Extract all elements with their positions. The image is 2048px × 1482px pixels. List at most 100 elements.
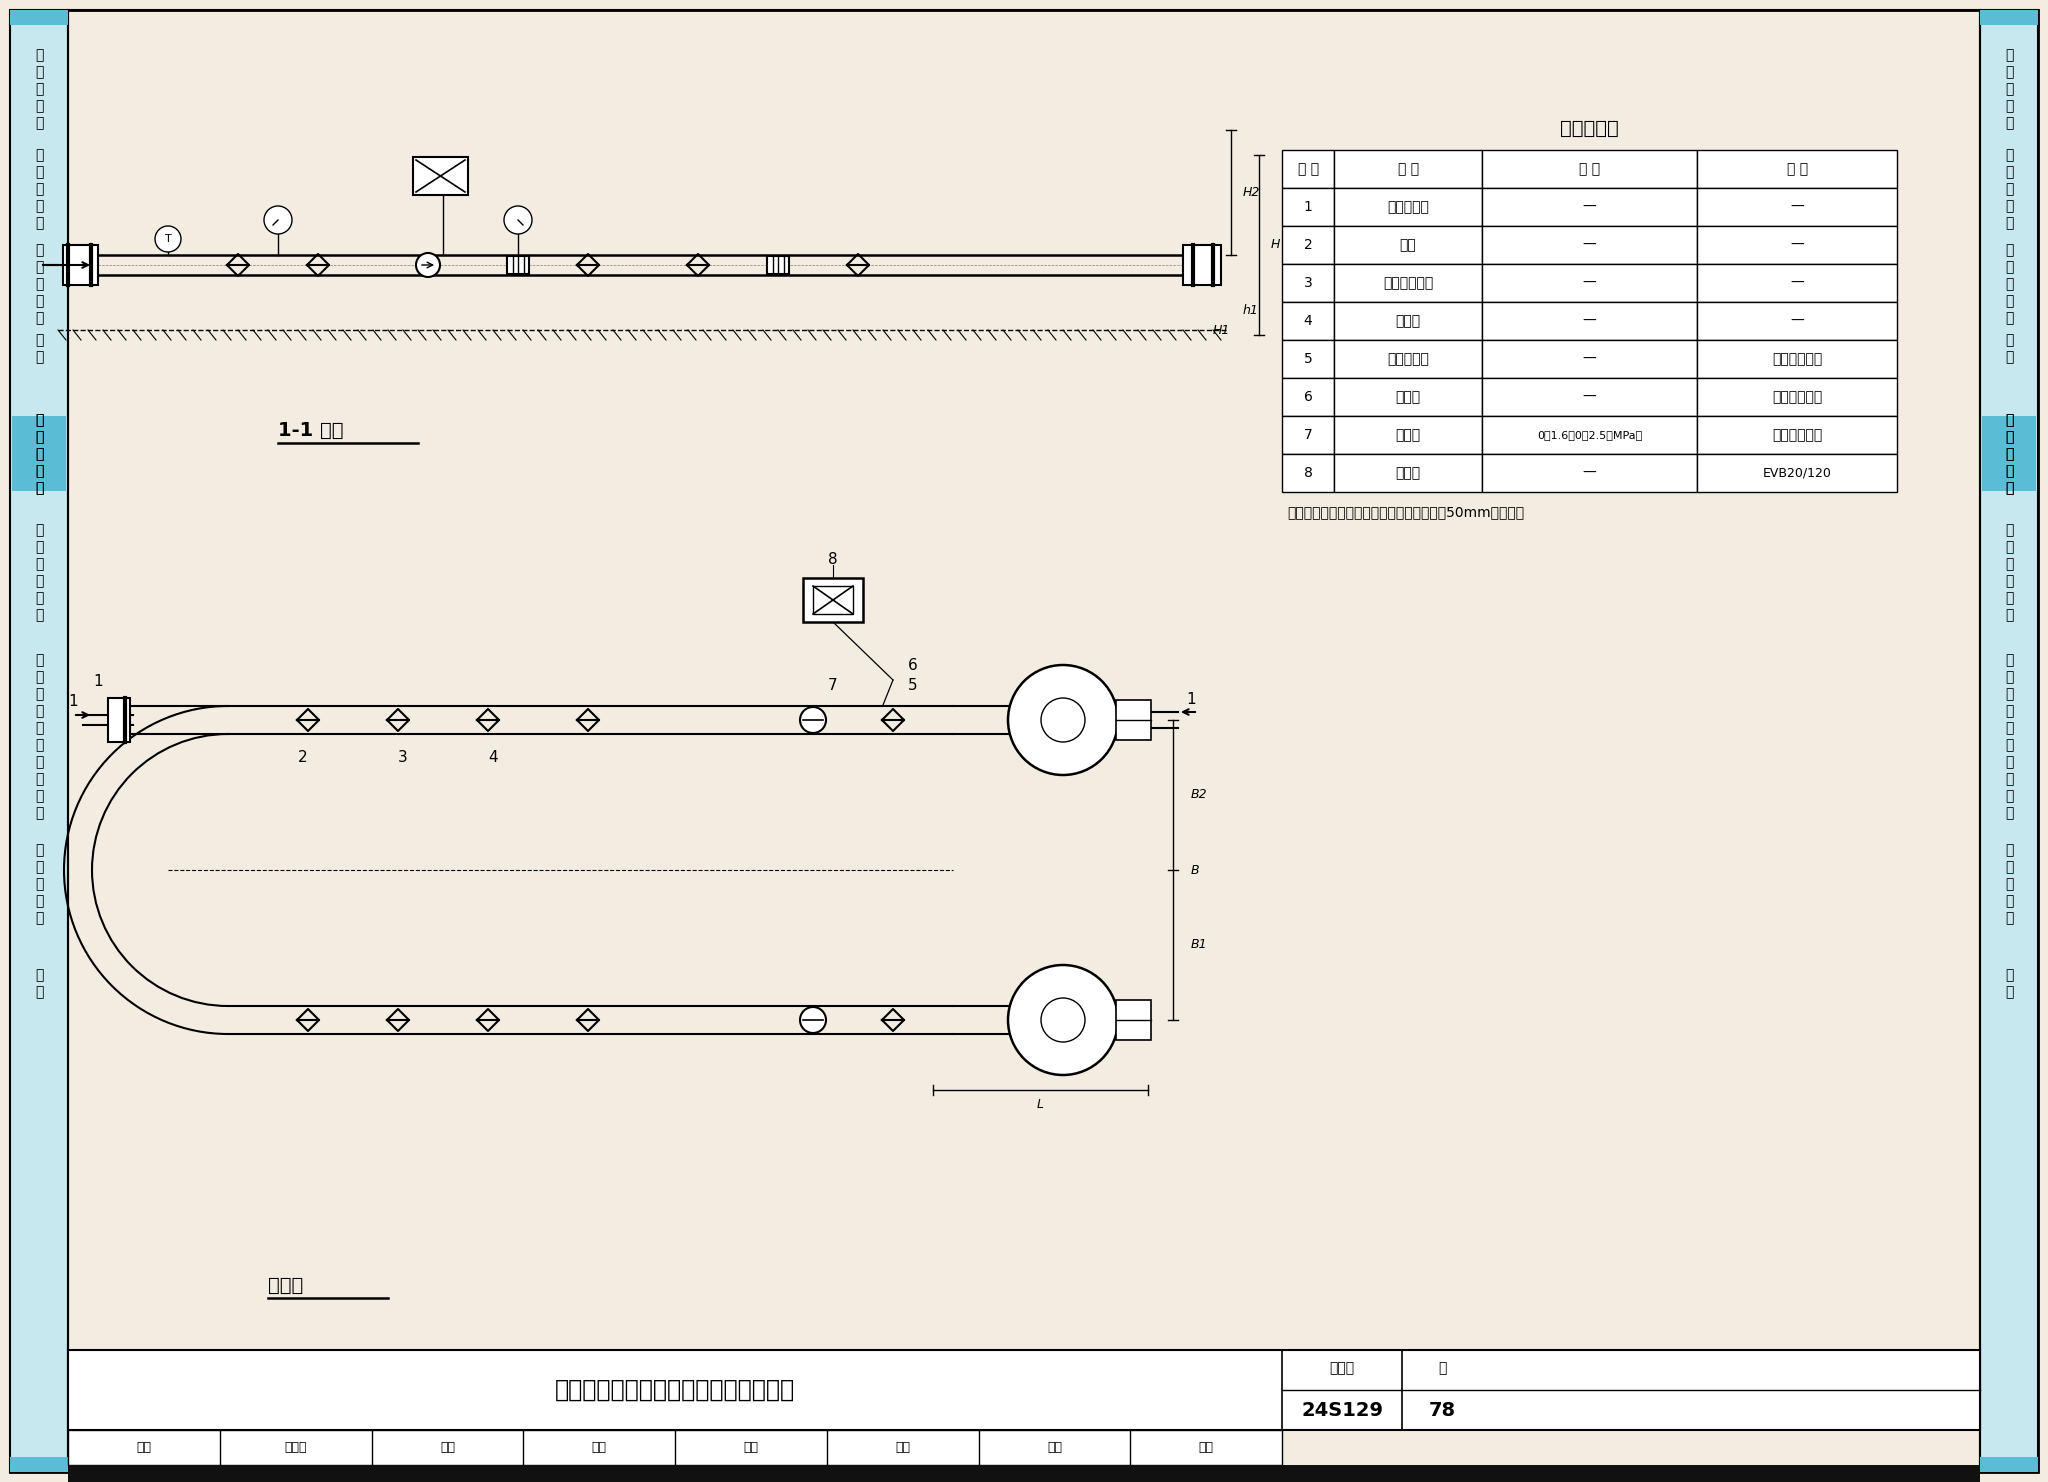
Text: 主审: 主审 <box>743 1441 758 1454</box>
Text: 温: 温 <box>35 148 43 162</box>
Text: B2: B2 <box>1192 788 1208 802</box>
Circle shape <box>801 1006 825 1033</box>
Text: 热: 热 <box>2005 413 2013 427</box>
Bar <box>68 1466 1980 1482</box>
Bar <box>1282 339 1333 378</box>
Bar <box>1698 225 1896 264</box>
Text: 混: 混 <box>35 82 43 96</box>
Text: 温: 温 <box>35 65 43 79</box>
Text: 控制盒: 控制盒 <box>1395 465 1421 480</box>
Text: 8: 8 <box>1305 465 1313 480</box>
Text: 王番: 王番 <box>895 1441 909 1454</box>
Text: 菌: 菌 <box>2005 722 2013 735</box>
Text: 环: 环 <box>2005 464 2013 479</box>
Text: 备 注: 备 注 <box>1786 162 1808 176</box>
Text: 立: 立 <box>2005 968 2013 983</box>
Text: 热: 热 <box>2005 413 2013 427</box>
Text: 循: 循 <box>35 182 43 196</box>
Text: B: B <box>1192 864 1200 876</box>
Text: 热: 热 <box>35 413 43 427</box>
Text: 水: 水 <box>35 430 43 445</box>
Bar <box>10 10 68 1472</box>
Text: 1: 1 <box>68 695 78 710</box>
Text: 合: 合 <box>35 99 43 113</box>
Text: 电: 电 <box>35 574 43 588</box>
Text: 78: 78 <box>1430 1400 1456 1420</box>
Bar <box>1483 302 1698 339</box>
Text: 8: 8 <box>827 553 838 568</box>
Text: 脉: 脉 <box>35 523 43 536</box>
Text: 器: 器 <box>35 608 43 622</box>
Bar <box>68 1430 1282 1466</box>
Text: 胶: 胶 <box>2005 843 2013 857</box>
Text: 3: 3 <box>397 750 408 766</box>
Bar <box>1282 188 1333 225</box>
Text: 泵: 泵 <box>35 482 43 495</box>
Text: 罐: 罐 <box>35 911 43 925</box>
Bar <box>1333 302 1483 339</box>
Text: 水: 水 <box>2005 430 2013 445</box>
Text: 电: 电 <box>2005 574 2013 588</box>
Text: 冲: 冲 <box>35 539 43 554</box>
Bar <box>1333 378 1483 416</box>
Text: 规 格: 规 格 <box>1579 162 1599 176</box>
Text: 主要组件表: 主要组件表 <box>1561 119 1620 138</box>
Text: 温: 温 <box>2005 65 2013 79</box>
Text: 4: 4 <box>1305 314 1313 328</box>
Text: 灭: 灭 <box>2005 704 2013 717</box>
Text: 衡: 衡 <box>35 293 43 308</box>
Bar <box>1698 416 1896 453</box>
Text: 热: 热 <box>2005 670 2013 685</box>
Bar <box>1333 150 1483 188</box>
Circle shape <box>801 707 825 734</box>
Text: 置: 置 <box>2005 806 2013 820</box>
Text: 2: 2 <box>1305 239 1313 252</box>
Text: 恒: 恒 <box>2005 47 2013 62</box>
Bar <box>1483 378 1698 416</box>
Bar <box>1282 150 1333 188</box>
Text: 1: 1 <box>94 674 102 689</box>
Text: 混: 混 <box>2005 82 2013 96</box>
Text: 垢: 垢 <box>2005 591 2013 605</box>
Text: 环: 环 <box>35 464 43 479</box>
Text: H2: H2 <box>1243 187 1260 199</box>
Circle shape <box>1040 997 1085 1042</box>
Text: 胶: 胶 <box>35 843 43 857</box>
Text: —: — <box>1583 200 1597 213</box>
Text: h1: h1 <box>1243 304 1260 317</box>
Text: 专: 专 <box>35 738 43 751</box>
Text: 消: 消 <box>35 772 43 785</box>
Text: 专: 专 <box>2005 738 2013 751</box>
Text: 序 号: 序 号 <box>1298 162 1319 176</box>
Text: 阀: 阀 <box>35 311 43 325</box>
Text: 用: 用 <box>2005 754 2013 769</box>
Text: 泵: 泵 <box>2005 482 2013 495</box>
Text: B1: B1 <box>1192 938 1208 951</box>
Text: 阀: 阀 <box>2005 116 2013 130</box>
Text: 平面图: 平面图 <box>268 1276 303 1294</box>
Text: 立: 立 <box>35 968 43 983</box>
Text: 用: 用 <box>35 754 43 769</box>
Text: 态: 态 <box>35 350 43 365</box>
Text: 生产企业配套: 生产企业配套 <box>1772 428 1823 442</box>
Text: 系统用热水循环泵（两台并联）安装图: 系统用热水循环泵（两台并联）安装图 <box>555 1378 795 1402</box>
Circle shape <box>1040 698 1085 742</box>
Text: EVB20/120: EVB20/120 <box>1763 467 1831 480</box>
Circle shape <box>416 253 440 277</box>
Text: —: — <box>1790 200 1804 213</box>
Bar <box>10 1457 68 1472</box>
Text: 合: 合 <box>2005 99 2013 113</box>
Text: 24S129: 24S129 <box>1300 1400 1382 1420</box>
Text: 毒: 毒 <box>2005 654 2013 667</box>
Text: 循: 循 <box>2005 448 2013 461</box>
Text: 流: 流 <box>2005 243 2013 256</box>
Text: 胀: 胀 <box>2005 894 2013 908</box>
Bar <box>1483 150 1698 188</box>
Text: 1: 1 <box>1186 692 1196 707</box>
Text: 平: 平 <box>35 277 43 290</box>
Text: 异径管: 异径管 <box>1395 314 1421 328</box>
Text: 流: 流 <box>35 243 43 256</box>
Text: 阻: 阻 <box>2005 557 2013 571</box>
Text: 7: 7 <box>1305 428 1313 442</box>
Bar <box>1282 416 1333 453</box>
